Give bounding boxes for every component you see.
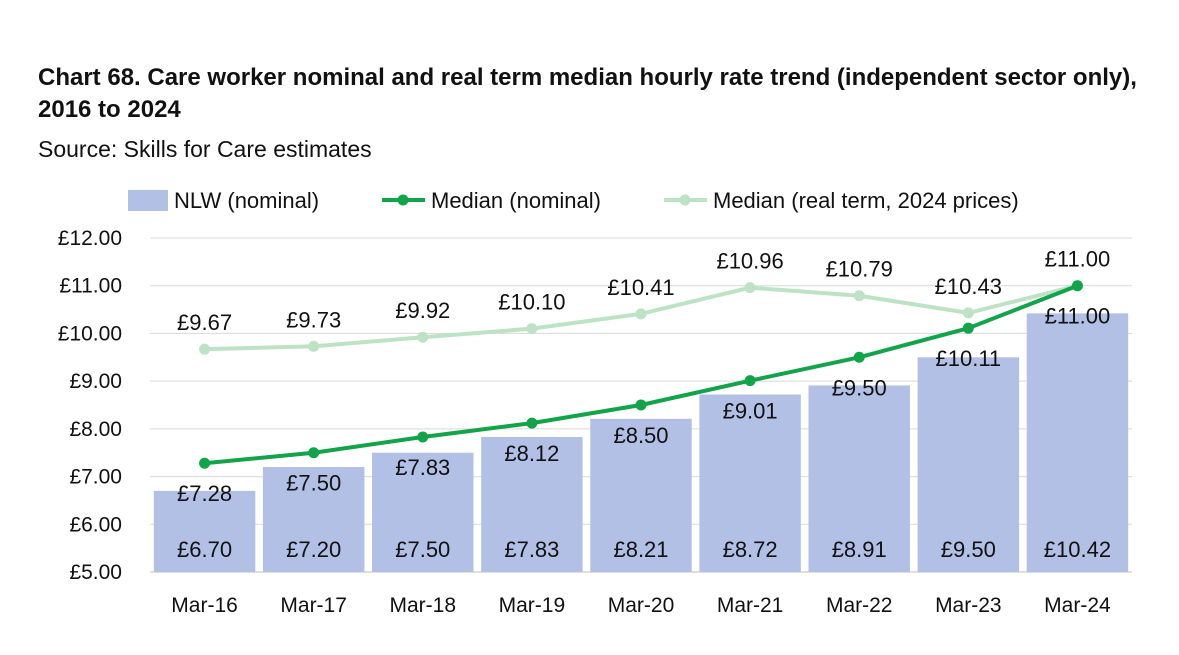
median-nominal-point [308,447,320,459]
median-real-point [308,340,320,352]
bar [1026,313,1129,572]
x-tick-label: Mar-18 [390,594,457,617]
median-real-point [962,307,974,319]
bar-value-label: £6.70 [177,537,232,562]
bar-value-label: £10.42 [1044,537,1111,562]
legend-marker-median-nominal [397,194,409,206]
y-tick-label: £7.00 [69,466,122,489]
x-tick-label: Mar-20 [608,594,675,617]
median-real-label: £10.43 [935,274,1002,299]
median-real-label: £10.10 [498,290,565,315]
bar-value-label: £7.20 [286,537,341,562]
y-tick-label: £6.00 [69,513,122,536]
median-nominal-label: £9.50 [832,375,887,400]
legend-label-nlw: NLW (nominal) [174,188,319,213]
x-tick-label: Mar-21 [717,594,784,617]
median-real-label: £10.96 [716,249,783,274]
bar [590,418,692,572]
bar [808,385,910,572]
bar-value-label: £9.50 [941,537,996,562]
median-nominal-label: £8.50 [613,423,668,448]
median-nominal-point [417,431,429,443]
median-nominal-point [526,417,538,429]
median-nominal-point [635,399,647,411]
median-nominal-label: £11.00 [1045,304,1111,329]
median-real-label: £11.00 [1045,247,1111,272]
bar [372,452,474,572]
legend-label-median-real: Median (real term, 2024 prices) [713,188,1019,213]
median-real-label: £9.92 [395,298,450,323]
x-tick-label: Mar-19 [499,594,566,617]
median-nominal-point [1071,280,1083,292]
legend-swatch-nlw [128,190,168,211]
bars [153,313,1129,572]
bar [917,357,1020,572]
chart-subtitle: Source: Skills for Care estimates [38,136,372,162]
x-axis: Mar-16 Mar-17 Mar-18 Mar-19 Mar-20 Mar-21 Mar-… [171,594,1111,617]
x-tick-label: Mar-16 [171,594,238,617]
bar-value-label: £8.91 [832,537,887,562]
bar-value-label: £8.21 [613,537,668,562]
y-tick-label: £11.00 [59,275,122,298]
median-nominal-point [853,351,865,363]
median-nominal-label: £7.28 [177,481,232,506]
median-nominal-label: £8.12 [504,441,559,466]
bar [262,467,365,572]
median-real-label: £9.73 [286,307,341,332]
legend: NLW (nominal) Median (nominal) Median (rea… [128,188,1019,213]
chart-title: Chart 68. Care worker nominal and real t… [38,64,1137,123]
y-axis: £5.00 £6.00 £7.00 £8.00 £9.00 £10.00 £11.00 £12… [58,227,122,584]
median-real-point [526,323,538,335]
median-real-label: £9.67 [177,310,232,335]
median-real-label: £10.79 [826,257,893,282]
bar [699,394,801,572]
median-nominal-label: £7.83 [395,455,450,480]
median-nominal-label: £7.50 [286,471,341,496]
median-real-point [635,308,647,320]
median-nominal-point [962,322,974,334]
median-nominal-label: £9.01 [723,399,778,424]
median-nominal-point [744,375,756,387]
median-real-label: £10.41 [607,275,674,300]
median-real-point [417,331,429,343]
y-tick-label: £9.00 [69,370,122,393]
bar-value-label: £7.83 [504,537,559,562]
median-real-point [199,343,211,355]
x-tick-label: Mar-22 [826,594,893,617]
bar-value-label: £7.50 [395,537,450,562]
bar-value-label: £8.72 [723,537,778,562]
legend-label-median-nominal: Median (nominal) [431,188,601,213]
data-labels: £6.70 £7.20 £7.50 £7.83 £8.21 £8.72 £8.91 £9.50… [177,247,1111,562]
median-nominal-point [199,457,211,469]
median-real-point [744,282,756,294]
median-real-point [853,290,865,302]
legend-marker-median-real [679,194,691,206]
lines [199,280,1083,469]
bar [481,436,583,572]
x-tick-label: Mar-23 [935,594,1002,617]
y-tick-label: £5.00 [69,561,122,584]
median-nominal-label: £10.11 [936,346,1002,371]
bar [153,490,256,572]
x-tick-label: Mar-24 [1044,594,1111,617]
y-tick-label: £12.00 [58,227,122,250]
y-tick-label: £8.00 [69,418,122,441]
x-tick-label: Mar-17 [280,594,347,617]
y-tick-label: £10.00 [58,322,122,345]
